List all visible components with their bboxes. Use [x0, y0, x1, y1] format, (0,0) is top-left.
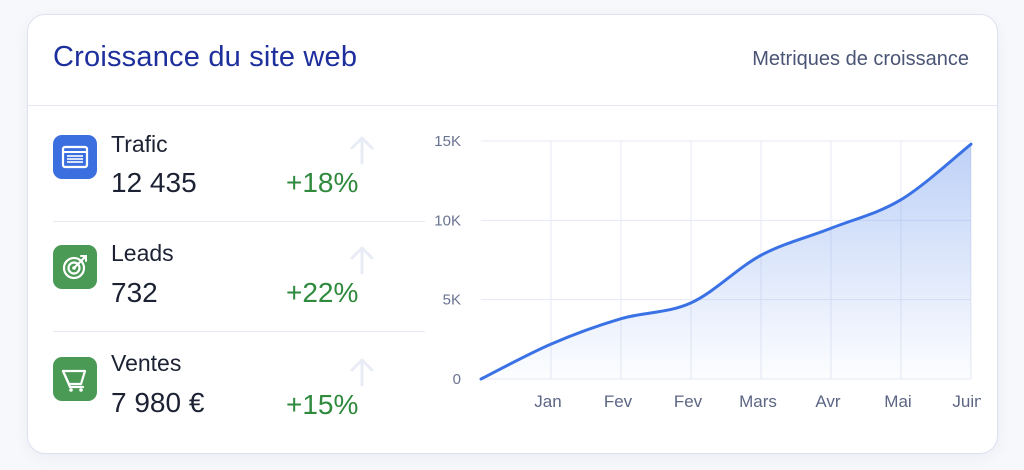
y-tick-label: 0 — [453, 371, 461, 388]
area-fill — [481, 144, 971, 379]
growth-card: Croissance du site web Metriques de croi… — [27, 14, 998, 454]
metric-delta: +18% — [286, 167, 359, 198]
metric-label: Ventes — [111, 350, 182, 376]
card-header: Croissance du site web Metriques de croi… — [28, 15, 997, 106]
card-subtitle: Metriques de croissance — [752, 48, 969, 70]
x-tick-label: Fev — [604, 392, 633, 411]
y-tick-label: 5K — [443, 292, 461, 309]
arrow-up-icon — [350, 136, 374, 165]
arrow-up-icon — [350, 246, 374, 275]
x-tick-label: Mars — [739, 392, 777, 411]
arrow-up-icon — [350, 358, 374, 387]
metric-sales: Ventes 7 980 € +15% — [53, 333, 425, 441]
x-axis: Jan Fev Fev Mars Avr Mai Juin — [534, 392, 981, 411]
x-tick-label: Juin — [952, 392, 981, 411]
y-axis: 0 5K 10K 15K — [434, 133, 461, 388]
card-title: Croissance du site web — [53, 41, 358, 73]
metric-traffic: Trafic 12 435 +18% — [53, 113, 425, 222]
y-tick-label: 15K — [434, 133, 461, 150]
metric-label: Leads — [111, 240, 174, 266]
metric-leads: Leads 732 +22% — [53, 223, 425, 332]
x-tick-label: Fev — [674, 392, 703, 411]
x-tick-label: Jan — [534, 392, 561, 411]
metric-value: 12 435 — [111, 167, 197, 198]
metric-label: Trafic — [111, 131, 168, 157]
y-tick-label: 10K — [434, 212, 461, 229]
series-line — [479, 142, 973, 381]
growth-chart: 0 5K 10K 15K Jan Fev Fev Mars Avr Mai Juin — [434, 133, 981, 411]
target-icon — [53, 245, 97, 289]
metric-delta: +15% — [286, 389, 359, 420]
metric-delta: +22% — [286, 277, 359, 308]
metric-value: 7 980 € — [111, 387, 205, 418]
x-tick-label: Avr — [815, 392, 841, 411]
x-tick-label: Mai — [884, 392, 911, 411]
shopping-cart-icon — [53, 357, 97, 401]
browser-window-icon — [53, 135, 97, 179]
metric-value: 732 — [111, 277, 158, 308]
